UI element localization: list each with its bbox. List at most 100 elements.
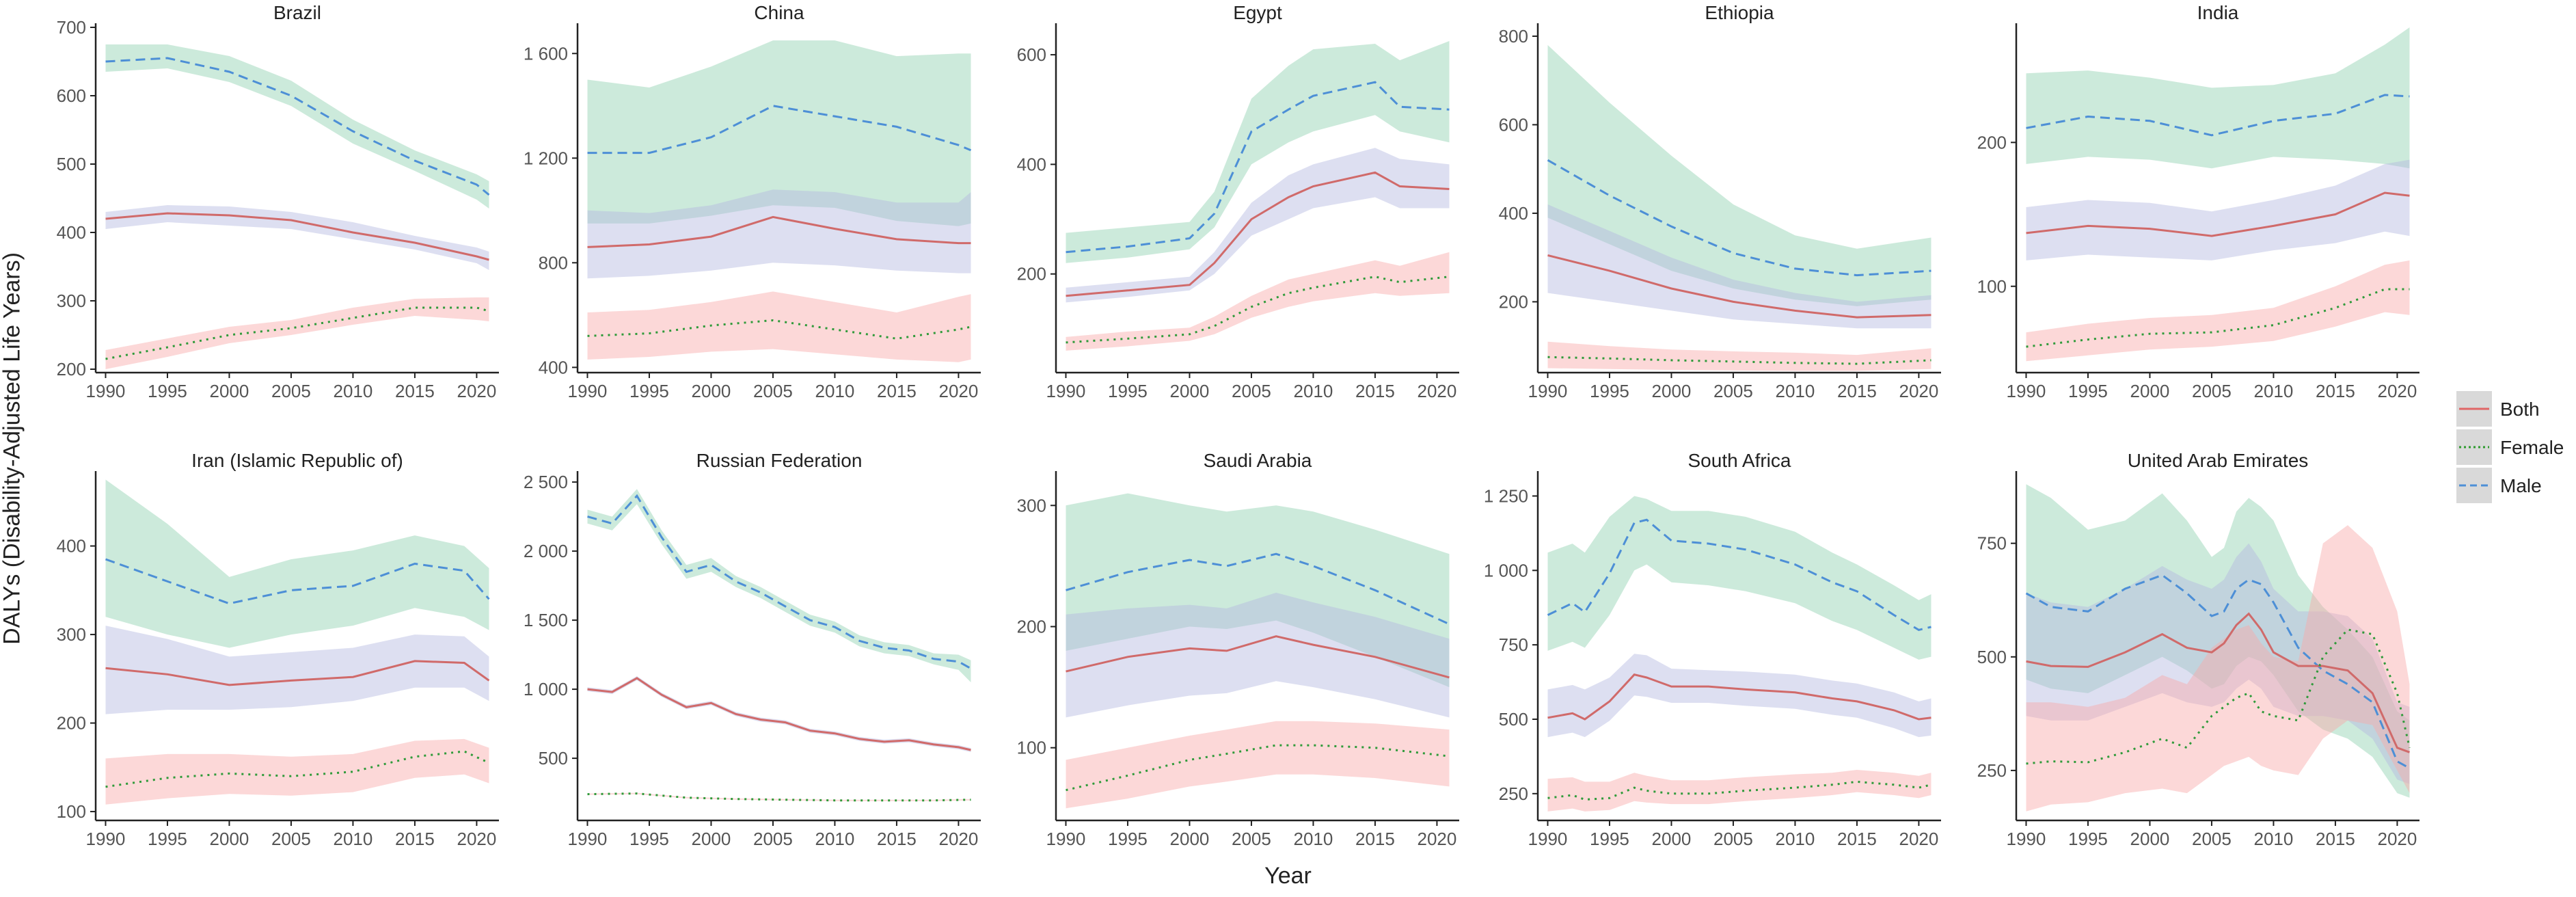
legend-item-both: Both — [2454, 390, 2576, 428]
panel-china-line-male — [587, 105, 972, 155]
panel-south-africa-ytick-label: 750 — [1499, 634, 1528, 655]
panel-iran-islamic-republic-of-xtick-label: 2000 — [210, 829, 249, 849]
panel-united-arab-emirates-band-male — [2026, 484, 2410, 798]
panel-ethiopia-xtick-label: 2005 — [1713, 381, 1753, 401]
panel-egypt-ytick-label: 200 — [1017, 264, 1046, 284]
x-axis-title: Year — [1264, 863, 1312, 889]
panel-india-xtick-label: 2005 — [2192, 381, 2232, 401]
panel-egypt-xtick-label: 1995 — [1108, 381, 1148, 401]
panel-egypt-xtick-label: 2020 — [1418, 381, 1457, 401]
panel-china-band-male — [587, 40, 971, 226]
panel-iran-islamic-republic-of-ytick-label: 100 — [57, 801, 86, 822]
panel-south-africa-line-both — [1547, 673, 1931, 721]
panel-south-africa-band-both — [1547, 654, 1931, 738]
panel-russian-federation-title: Russian Federation — [696, 450, 863, 471]
panel-brazil: Brazil 200 300 400 500 600 700 1990 1995 2000 2005… — [57, 2, 499, 401]
panel-south-africa-ytick-label: 250 — [1499, 784, 1528, 804]
panel-iran-islamic-republic-of-title: Iran (Islamic Republic of) — [191, 450, 403, 471]
panel-india-line-both — [2026, 191, 2410, 237]
legend-label-both: Both — [2500, 399, 2540, 420]
panel-china-title: China — [754, 2, 804, 23]
panel-iran-islamic-republic-of-xtick-label: 2015 — [395, 829, 435, 849]
panel-iran-islamic-republic-of-band-female — [105, 738, 489, 805]
panel-china-band-female — [587, 291, 971, 362]
panel-brazil-xtick-label: 1995 — [148, 381, 187, 401]
panel-egypt-xtick-label: 2015 — [1355, 381, 1395, 401]
panel-ethiopia-xtick-label: 1990 — [1528, 381, 1568, 401]
panel-russian-federation-xtick-label: 2005 — [753, 829, 793, 849]
panel-saudi-arabia-xtick-label: 2005 — [1232, 829, 1271, 849]
panel-iran-islamic-republic-of-band-male — [105, 479, 489, 648]
panel-saudi-arabia-xtick-label: 1990 — [1046, 829, 1086, 849]
panel-brazil-ytick-label: 700 — [57, 17, 86, 38]
panel-saudi-arabia-xtick-label: 2000 — [1170, 829, 1210, 849]
panel-brazil-title: Brazil — [273, 2, 321, 23]
panel-south-africa: South Africa 250 500 750 1 000 1 250 1990 1995 2… — [1484, 450, 1941, 849]
panel-saudi-arabia: Saudi Arabia 100 200 300 1990 1995 2000 2005 201… — [1017, 450, 1459, 849]
panel-south-africa-band-male — [1547, 496, 1931, 660]
panel-united-arab-emirates-title: United Arab Emirates — [2128, 450, 2309, 471]
panel-india-xtick-label: 1995 — [2068, 381, 2108, 401]
panel-united-arab-emirates-xtick-label: 2005 — [2192, 829, 2232, 849]
panel-saudi-arabia-xtick-label: 2010 — [1294, 829, 1333, 849]
panel-china-xtick-label: 2010 — [815, 381, 855, 401]
panel-russian-federation-ytick-label: 1 000 — [524, 679, 568, 699]
panel-russian-federation-line-female — [587, 792, 971, 802]
panel-china-line-both — [587, 215, 971, 248]
panel-south-africa-title: South Africa — [1688, 450, 1791, 471]
panel-china-xtick-label: 2000 — [692, 381, 731, 401]
panel-brazil-ytick-label: 400 — [57, 222, 86, 243]
panel-south-africa-ytick-label: 500 — [1499, 709, 1528, 729]
panel-china-xtick-label: 1990 — [568, 381, 608, 401]
panel-ethiopia-xtick-label: 1995 — [1590, 381, 1629, 401]
panel-iran-islamic-republic-of-xtick-label: 1995 — [148, 829, 187, 849]
panel-brazil-xtick-label: 2020 — [457, 381, 497, 401]
panel-united-arab-emirates-xtick-label: 1990 — [2007, 829, 2046, 849]
panel-iran-islamic-republic-of-xtick-label: 1990 — [86, 829, 126, 849]
panel-india-xtick-label: 1990 — [2007, 381, 2046, 401]
legend-label-male: Male — [2500, 475, 2542, 496]
panel-ethiopia-band-male — [1547, 44, 1931, 306]
panel-brazil-xtick-label: 2005 — [271, 381, 311, 401]
panel-china-ytick-label: 1 600 — [524, 43, 568, 64]
panel-united-arab-emirates-xtick-label: 2020 — [2378, 829, 2417, 849]
panel-iran-islamic-republic-of-line-male — [105, 558, 490, 605]
panel-china-xtick-label: 2005 — [753, 381, 793, 401]
panel-china: China 400 800 1 200 1 600 1990 1995 2000 2005 201… — [524, 2, 981, 401]
panel-iran-islamic-republic-of-ytick-label: 400 — [57, 536, 86, 557]
panel-russian-federation-ytick-label: 1 500 — [524, 610, 568, 630]
panel-saudi-arabia-ytick-label: 100 — [1017, 738, 1046, 758]
panel-saudi-arabia-ytick-label: 200 — [1017, 616, 1046, 637]
panel-russian-federation-line-male — [587, 494, 972, 670]
panel-india-line-female — [2026, 288, 2410, 348]
panel-brazil-xtick-label: 2010 — [334, 381, 373, 401]
panel-united-arab-emirates-xtick-label: 1995 — [2068, 829, 2108, 849]
panel-russian-federation-xtick-label: 2020 — [939, 829, 979, 849]
legend-key-female — [2456, 429, 2492, 465]
panel-ethiopia-ytick-label: 800 — [1499, 26, 1528, 46]
panel-ethiopia-band-both — [1547, 204, 1931, 329]
panel-south-africa-ytick-label: 1 250 — [1484, 485, 1528, 506]
panel-united-arab-emirates-xtick-label: 2010 — [2254, 829, 2294, 849]
panel-china-xtick-label: 1995 — [629, 381, 669, 401]
panel-united-arab-emirates-band-both — [2026, 543, 2410, 784]
panel-india-xtick-label: 2010 — [2254, 381, 2294, 401]
panel-saudi-arabia-ytick-label: 300 — [1017, 495, 1046, 516]
y-axis-title-text: DALYs (Disability-Adjusted Life Years) — [0, 252, 25, 645]
panel-russian-federation-ytick-label: 2 500 — [524, 472, 568, 492]
panel-egypt-title: Egypt — [1233, 2, 1282, 23]
panel-china-line-female — [587, 319, 971, 340]
panel-brazil-line-male — [105, 57, 490, 196]
panel-egypt-ytick-label: 600 — [1017, 44, 1046, 65]
panel-brazil-xtick-label: 2015 — [395, 381, 435, 401]
panel-united-arab-emirates-line-both — [2026, 612, 2411, 753]
panel-south-africa-xtick-label: 2005 — [1713, 829, 1753, 849]
panel-ethiopia-xtick-label: 2015 — [1837, 381, 1877, 401]
panel-united-arab-emirates-line-male — [2025, 574, 2411, 769]
panel-egypt-ytick-label: 400 — [1017, 154, 1046, 174]
panel-saudi-arabia-title: Saudi Arabia — [1204, 450, 1312, 471]
legend-label-female: Female — [2500, 437, 2564, 458]
panel-united-arab-emirates-xtick-label: 2015 — [2316, 829, 2355, 849]
panel-egypt-band-female — [1066, 252, 1450, 351]
